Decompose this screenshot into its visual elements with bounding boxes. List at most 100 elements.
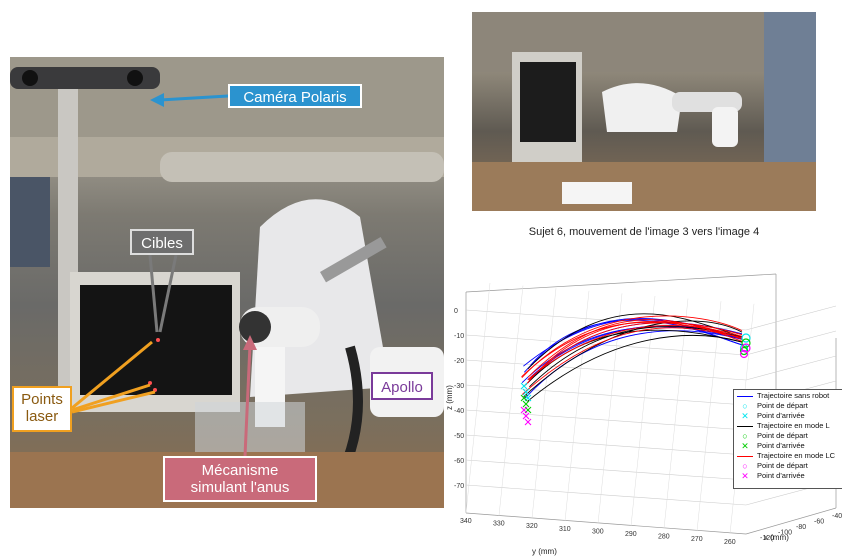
z-gridline-side bbox=[745, 305, 837, 331]
y-tick-label: 270 bbox=[691, 536, 703, 543]
z-tick-label: -20 bbox=[454, 358, 464, 365]
end-point-marker bbox=[520, 382, 528, 390]
legend-item: ✕ Point d'arrivée bbox=[736, 441, 840, 451]
end-point-marker bbox=[520, 394, 528, 402]
z-gridline bbox=[465, 359, 747, 381]
legend-item: Trajectoire sans robot bbox=[736, 391, 840, 401]
legend-circle-icon: ○ bbox=[742, 461, 748, 471]
legend-line-swatch bbox=[737, 425, 753, 427]
chart-legend: Trajectoire sans robot ○ Point de départ ✕ P… bbox=[733, 389, 842, 489]
z-tick-label: -60 bbox=[454, 458, 464, 465]
trajectory-mode-lc bbox=[528, 322, 743, 381]
laser-arrow-3 bbox=[71, 390, 156, 414]
end-point-marker bbox=[522, 388, 530, 396]
z-tick-label: -30 bbox=[454, 383, 464, 390]
start-point-marker bbox=[741, 343, 751, 353]
x-tick-label: -40 bbox=[832, 513, 842, 520]
y-tick-label: 310 bbox=[559, 526, 571, 533]
camera-arrowhead bbox=[150, 93, 164, 107]
x-tick-label: -60 bbox=[814, 519, 824, 526]
y-gridline bbox=[465, 282, 491, 514]
points-laser-label: Points laser bbox=[12, 386, 72, 432]
grid-frame-line bbox=[745, 507, 837, 535]
points-laser-line2: laser bbox=[25, 408, 59, 426]
legend-item: Trajectoire en mode LC bbox=[736, 451, 840, 461]
legend-item: ○ Point de départ bbox=[736, 461, 840, 471]
legend-label: Trajectoire en mode LC bbox=[757, 451, 836, 460]
z-tick-label: -10 bbox=[454, 333, 464, 340]
z-gridline bbox=[465, 484, 747, 506]
trajectory-mode-l bbox=[527, 335, 743, 402]
grid-frame-line bbox=[465, 273, 777, 293]
y-gridline bbox=[630, 295, 656, 527]
trajectory-mode-lc bbox=[527, 324, 743, 380]
legend-label: Trajectoire en mode L bbox=[757, 421, 830, 430]
y-tick-label: 320 bbox=[526, 523, 538, 530]
trajectory-mode-lc bbox=[521, 315, 743, 379]
end-point-marker bbox=[524, 418, 532, 426]
chart-title: Sujet 6, mouvement de l'image 3 vers l'i… bbox=[528, 226, 760, 238]
z-gridline bbox=[465, 409, 747, 431]
x-tick-label: -80 bbox=[796, 524, 806, 531]
start-point-marker bbox=[739, 349, 749, 359]
legend-circle-icon: ○ bbox=[742, 431, 748, 441]
mecanisme-arrow bbox=[243, 344, 252, 457]
start-point-marker bbox=[739, 346, 749, 356]
legend-label: Point de départ bbox=[757, 431, 808, 440]
cibles-arrow-1 bbox=[148, 254, 159, 333]
y-gridline bbox=[696, 301, 722, 532]
start-point-marker bbox=[741, 338, 751, 348]
points-laser-line1: Points bbox=[21, 391, 63, 408]
legend-cross-icon: ✕ bbox=[741, 471, 749, 481]
legend-label: Point d'arrivée bbox=[757, 471, 805, 480]
laser-arrow-2 bbox=[71, 383, 151, 412]
trajectory-mode-lc bbox=[521, 321, 743, 378]
legend-label: Point de départ bbox=[757, 461, 808, 470]
experiment-photo bbox=[472, 12, 816, 211]
x-tick-label: -100 bbox=[778, 530, 792, 537]
y-axis-label: y (mm) bbox=[532, 547, 557, 556]
y-tick-label: 260 bbox=[724, 539, 736, 546]
mecanisme-arrowhead bbox=[243, 335, 257, 350]
y-gridline bbox=[498, 285, 524, 516]
y-tick-label: 330 bbox=[493, 521, 505, 528]
legend-label: Point de départ bbox=[757, 401, 808, 410]
trajectory-mode-l bbox=[527, 313, 743, 370]
x-axis-label: x (mm) bbox=[764, 533, 789, 542]
z-tick-label: 0 bbox=[454, 308, 458, 315]
trajectory-mode-lc bbox=[521, 327, 743, 395]
experiment-illustration bbox=[472, 12, 816, 211]
y-tick-label: 300 bbox=[592, 528, 604, 535]
legend-circle-icon: ○ bbox=[742, 401, 748, 411]
y-tick-label: 290 bbox=[625, 531, 637, 538]
z-tick-label: -50 bbox=[454, 433, 464, 440]
grid-frame-line bbox=[465, 512, 747, 535]
legend-item: ✕ Point d'arrivée bbox=[736, 411, 840, 421]
mecanisme-label: Mécanisme simulant l'anus bbox=[163, 456, 317, 502]
y-tick-label: 340 bbox=[460, 518, 472, 525]
start-point-marker bbox=[741, 333, 751, 343]
chart-ticks: 0 -10 -20 -30 -40 -50 -60 -70 340 330 320 310 300 290… bbox=[454, 308, 842, 546]
z-tick-label: -40 bbox=[454, 408, 464, 415]
legend-item: ✕ Point d'arrivée bbox=[736, 471, 840, 481]
legend-label: Point d'arrivée bbox=[757, 411, 805, 420]
legend-item: ○ Point de départ bbox=[736, 431, 840, 441]
end-point-marker bbox=[520, 406, 528, 414]
mecanisme-line2: simulant l'anus bbox=[190, 479, 290, 497]
z-gridline bbox=[465, 334, 747, 356]
legend-cross-icon: ✕ bbox=[741, 411, 749, 421]
trajectory-mode-lc bbox=[527, 319, 743, 378]
apollo-label: Apollo bbox=[371, 372, 433, 400]
cibles-label: Cibles bbox=[130, 229, 194, 255]
y-tick-label: 280 bbox=[658, 534, 670, 541]
legend-item: Trajectoire en mode L bbox=[736, 421, 840, 431]
trajectory-mode-lc bbox=[525, 320, 743, 386]
z-tick-label: -70 bbox=[454, 483, 464, 490]
legend-item: ○ Point de départ bbox=[736, 401, 840, 411]
laser-arrow-1 bbox=[71, 340, 153, 410]
trajectory-markers bbox=[520, 333, 751, 426]
cibles-arrow-2 bbox=[158, 254, 178, 333]
z-gridline bbox=[465, 459, 747, 481]
end-point-marker bbox=[522, 400, 530, 408]
